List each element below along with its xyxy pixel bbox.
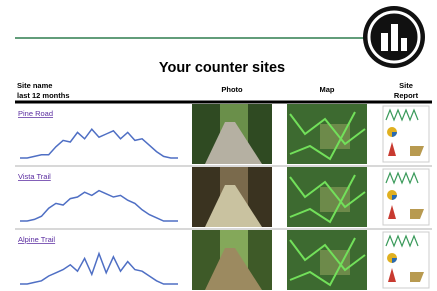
title: Your counter sites: [159, 60, 285, 76]
table-row: Vista Trail: [15, 167, 432, 229]
slide: Your counter sites Site name last 12 mon…: [0, 0, 437, 291]
column-header: Report: [394, 91, 419, 100]
column-header: Map: [320, 85, 335, 94]
logo: [363, 6, 425, 68]
table-row: Alpine Trail: [18, 230, 429, 290]
sparkline: [20, 254, 178, 284]
column-header: Photo: [221, 85, 243, 94]
column-header: last 12 months: [17, 91, 70, 100]
sparkline: [20, 191, 178, 221]
table-row: Pine Road: [15, 104, 432, 166]
column-header: Site: [399, 81, 413, 90]
site-link[interactable]: Alpine Trail: [18, 235, 55, 244]
page: Your counter sites Site name last 12 mon…: [0, 0, 437, 291]
site-link[interactable]: Pine Road: [18, 109, 53, 118]
column-header: Site name: [17, 81, 52, 90]
sparkline: [20, 129, 178, 158]
site-link[interactable]: Vista Trail: [18, 172, 51, 181]
